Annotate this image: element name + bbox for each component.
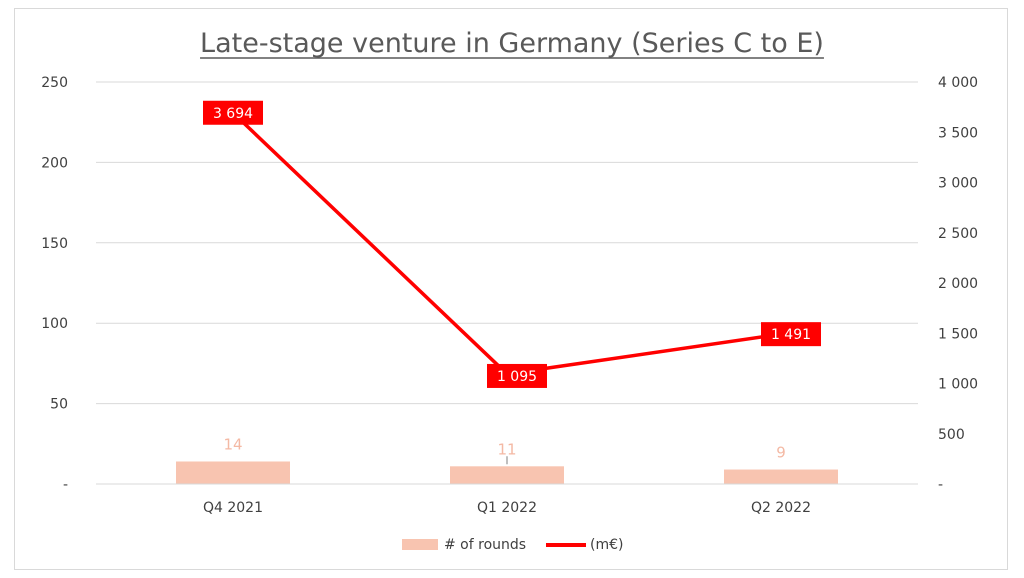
left-tick-label: 250 bbox=[41, 75, 68, 91]
left-tick-label: - bbox=[63, 477, 68, 493]
category-label: Q1 2022 bbox=[477, 500, 537, 516]
line-data-label: 1 491 bbox=[761, 322, 821, 347]
left-tick-label: 150 bbox=[41, 236, 68, 252]
left-tick-label: 200 bbox=[41, 155, 68, 171]
bars: 14 11 9 bbox=[176, 435, 838, 484]
legend-label-rounds: # of rounds bbox=[444, 537, 526, 553]
line-label-box bbox=[761, 322, 821, 347]
legend: # of rounds (m€) bbox=[402, 537, 623, 553]
legend-swatch-rounds bbox=[402, 539, 438, 550]
right-tick-label: 2 500 bbox=[938, 226, 978, 242]
bar bbox=[176, 461, 290, 484]
category-label: Q4 2021 bbox=[203, 500, 263, 516]
right-tick-label: - bbox=[938, 477, 943, 493]
bar-label: 11 bbox=[497, 440, 516, 458]
legend-label-amount: (m€) bbox=[590, 537, 623, 553]
right-tick-label: 4 000 bbox=[938, 75, 978, 91]
bar-label: 14 bbox=[223, 435, 242, 453]
line-data-label: 3 694 bbox=[203, 100, 263, 125]
x-axis: Q4 2021 Q1 2022 Q2 2022 bbox=[96, 483, 918, 516]
line-label-box bbox=[203, 100, 263, 125]
gridlines bbox=[96, 81, 918, 485]
right-tick-label: 1 000 bbox=[938, 377, 978, 393]
right-tick-label: 3 500 bbox=[938, 125, 978, 141]
line-series: 3 694 1 095 1 491 bbox=[203, 100, 821, 388]
bar-label: 9 bbox=[776, 444, 786, 462]
right-tick-label: 2 000 bbox=[938, 276, 978, 292]
bar bbox=[450, 466, 564, 484]
line-data-label: 1 095 bbox=[487, 363, 547, 388]
line-label-text: 1 491 bbox=[771, 327, 811, 343]
left-tick-label: 50 bbox=[50, 397, 68, 413]
line-label-box bbox=[487, 363, 547, 388]
left-axis: - 50 100 150 200 250 bbox=[41, 75, 68, 493]
right-tick-label: 1 500 bbox=[938, 326, 978, 342]
right-axis: - 500 1 000 1 500 2 000 2 500 3 000 3 500 4 000 bbox=[938, 75, 978, 493]
category-label: Q2 2022 bbox=[751, 500, 811, 516]
chart-title: Late-stage venture in Germany (Series C … bbox=[200, 28, 824, 59]
right-tick-label: 500 bbox=[938, 427, 965, 443]
line-label-text: 3 694 bbox=[213, 106, 253, 122]
bar bbox=[724, 469, 838, 484]
left-tick-label: 100 bbox=[41, 316, 68, 332]
line-path bbox=[231, 111, 782, 376]
right-tick-label: 3 000 bbox=[938, 176, 978, 192]
line-label-text: 1 095 bbox=[497, 369, 537, 385]
